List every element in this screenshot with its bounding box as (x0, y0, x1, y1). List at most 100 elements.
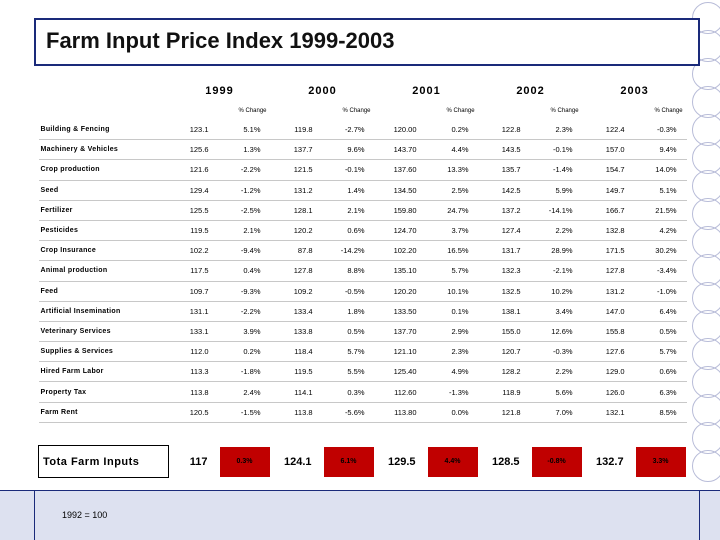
pct-change-header: % Change (446, 108, 475, 114)
row-label: Fertilizer (38, 200, 169, 221)
pct-change-value: 8.8% (322, 260, 375, 282)
pct-change-value: -1.8% (218, 361, 271, 383)
pct-change-value: 10.2% (530, 281, 583, 302)
index-value: 142.5 (478, 180, 531, 201)
pct-change-value: 13.3% (426, 159, 479, 181)
index-value: 121.10 (374, 341, 427, 363)
row-label: Pesticides (38, 220, 169, 242)
pct-change-value: 6.3% (634, 381, 687, 403)
pct-change-value: -0.1% (530, 139, 583, 161)
pct-change-header-row: % Change % Change % Change % Change % Change (39, 102, 687, 120)
table-row: Machinery & Vehicles 125.6 1.3% 137.7 9.6% 14… (38, 139, 687, 161)
index-value: 120.7 (478, 341, 531, 363)
pct-change-value: 16.5% (426, 240, 479, 262)
pct-change-header: % Change (342, 108, 371, 114)
total-pct-change: 0.3% (217, 444, 272, 479)
pct-change-value: 21.5% (634, 200, 687, 221)
pct-change-value: 2.2% (530, 361, 583, 383)
row-label: Veterinary Services (38, 321, 169, 343)
pct-change-value: 2.4% (218, 381, 271, 403)
pct-change-value: 0.6% (634, 361, 687, 383)
index-value: 171.5 (582, 240, 635, 262)
title-box: Farm Input Price Index 1999-2003 (34, 18, 700, 66)
pct-change-value: 3.7% (426, 220, 479, 242)
pct-change-value: 5.6% (530, 381, 583, 403)
pct-change-value: 2.5% (426, 180, 479, 201)
footer-frame (34, 490, 700, 540)
pct-change-value: 5.1% (218, 120, 271, 141)
year-header: 1999 (205, 85, 234, 97)
pct-change-value: 7.0% (530, 402, 583, 423)
index-value: 109.2 (270, 281, 323, 302)
row-label: Crop production (38, 159, 169, 181)
index-value: 127.8 (582, 260, 635, 282)
index-value: 112.60 (374, 381, 427, 403)
spacer-cell (39, 422, 687, 446)
pct-change-value: -0.5% (322, 281, 375, 302)
index-value: 131.7 (478, 240, 531, 262)
pct-change-value: 12.6% (530, 321, 583, 343)
row-label: Farm Rent (38, 402, 169, 423)
index-value: 137.70 (374, 321, 427, 343)
table-row: Building & Fencing 123.1 5.1% 119.8 -2.7% 120… (38, 120, 687, 141)
pct-change-value: -2.2% (218, 301, 271, 322)
pct-change-value: 2.1% (322, 200, 375, 221)
pct-change-value: 5.7% (426, 260, 479, 282)
index-value: 143.5 (478, 139, 531, 161)
pct-change-value: 5.5% (322, 361, 375, 383)
pct-change-value: 5.7% (634, 341, 687, 363)
total-pct-change: 4.4% (425, 444, 480, 479)
total-index-value: 132.7 (596, 455, 624, 468)
pct-change-value: -3.4% (634, 260, 687, 282)
spacer-row (39, 422, 687, 446)
total-index-value: 117 (189, 455, 208, 468)
total-label: Tota Farm Inputs (38, 445, 169, 479)
index-value: 119.5 (168, 220, 219, 242)
index-value: 134.50 (374, 180, 427, 201)
row-label: Animal production (38, 260, 169, 282)
pct-change-value: 1.3% (218, 139, 271, 161)
pct-change-value: 14.0% (634, 159, 687, 181)
table-row: Hired Farm Labor 113.3 -1.8% 119.5 5.5% 125.4… (38, 361, 687, 383)
table-row: Seed 129.4 -1.2% 131.2 1.4% 134.50 2.5% 142.5 5.… (38, 180, 687, 201)
index-value: 120.20 (374, 281, 427, 302)
pct-change-value: -14.1% (530, 200, 583, 221)
pct-change-value: 0.5% (322, 321, 375, 343)
index-value: 128.1 (270, 200, 323, 221)
pct-change-value: -5.6% (322, 402, 375, 423)
index-value: 125.40 (374, 361, 427, 383)
index-value: 159.80 (374, 200, 427, 221)
pct-change-value: 2.9% (426, 321, 479, 343)
pct-change-value: 1.4% (322, 180, 375, 201)
index-value: 121.6 (168, 159, 219, 181)
index-value: 119.5 (270, 361, 323, 383)
row-label: Seed (38, 180, 169, 201)
index-value: 137.7 (270, 139, 323, 161)
index-value: 102.2 (168, 240, 219, 262)
pct-change-value: 0.5% (634, 321, 687, 343)
pct-change-value: -1.5% (218, 402, 271, 423)
price-index-table: 1999 2000 2001 2002 2003% Change% Change% Ch… (38, 80, 688, 479)
index-value: 137.2 (478, 200, 531, 221)
pct-change-value: -2.7% (322, 120, 375, 141)
total-index-value: 128.5 (492, 455, 520, 468)
pct-change-value: -1.2% (218, 180, 271, 201)
pct-change-value: 4.9% (426, 361, 479, 383)
page-title: Farm Input Price Index 1999-2003 (46, 28, 395, 53)
index-value: 113.80 (374, 402, 427, 423)
pct-change-value: 1.8% (322, 301, 375, 322)
index-value: 128.2 (478, 361, 531, 383)
index-value: 125.6 (168, 139, 219, 161)
index-value: 114.1 (270, 381, 323, 403)
index-value: 131.1 (168, 301, 219, 322)
index-value: 113.8 (168, 381, 219, 403)
pct-change-value: -2.2% (218, 159, 271, 181)
index-value: 109.7 (168, 281, 219, 302)
pct-change-value: 0.4% (218, 260, 271, 282)
index-value: 166.7 (582, 200, 635, 221)
index-value: 122.8 (478, 120, 531, 141)
index-value: 155.8 (582, 321, 635, 343)
index-value: 127.8 (270, 260, 323, 282)
pct-change-value: 24.7% (426, 200, 479, 221)
index-value: 126.0 (582, 381, 635, 403)
